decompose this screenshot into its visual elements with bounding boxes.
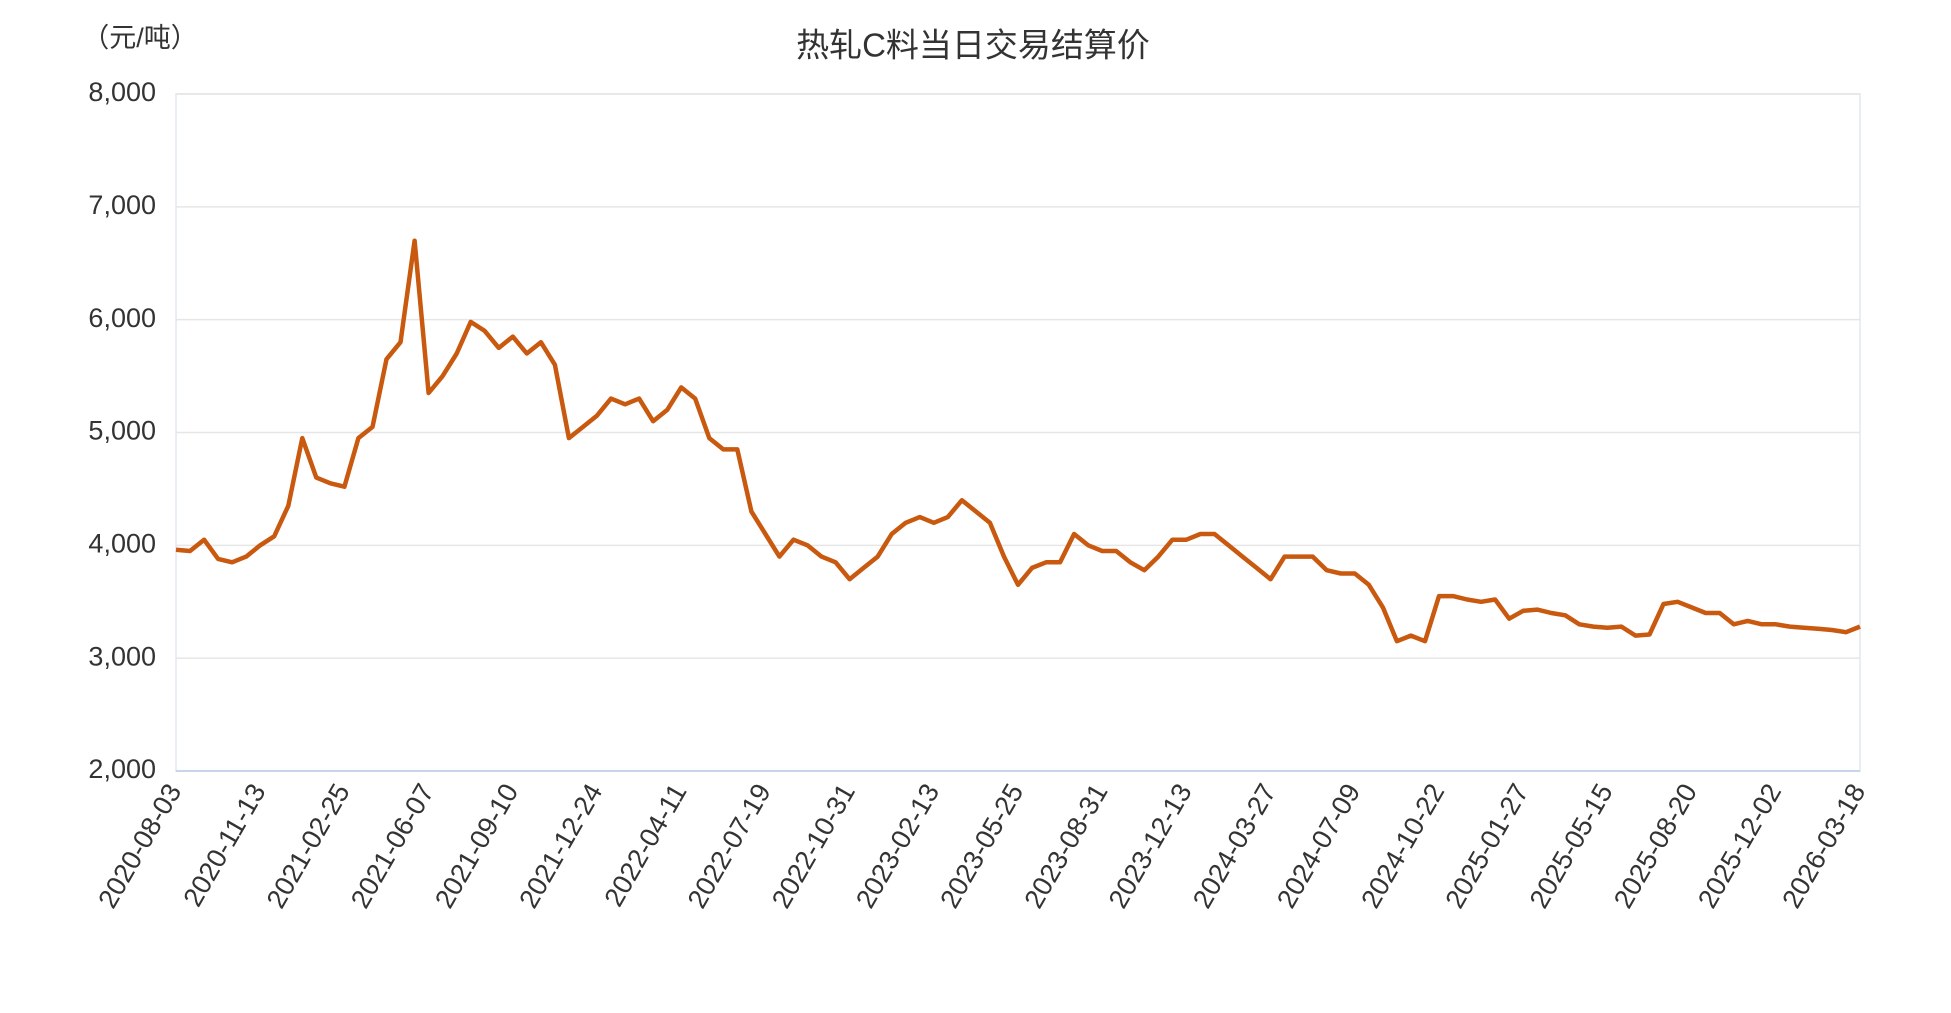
x-tick-label: 2023-02-13 xyxy=(850,779,945,914)
y-tick-label: 3,000 xyxy=(88,641,156,671)
y-tick-label: 5,000 xyxy=(88,416,156,446)
x-tick-label: 2025-01-27 xyxy=(1440,779,1535,914)
y-tick-label: 6,000 xyxy=(88,303,156,333)
x-tick-label: 2025-08-20 xyxy=(1608,779,1703,914)
x-tick-label: 2026-03-18 xyxy=(1776,779,1871,914)
x-tick-label: 2024-07-09 xyxy=(1271,779,1366,914)
x-tick-label: 2024-10-22 xyxy=(1355,779,1450,914)
x-tick-label: 2025-05-15 xyxy=(1524,779,1619,914)
y-axis-label: （元/吨） xyxy=(82,23,198,53)
price-line xyxy=(175,238,1861,644)
x-tick-label: 2021-12-24 xyxy=(513,779,608,914)
x-tick-label: 2022-10-31 xyxy=(766,779,861,914)
x-tick-label: 2023-08-31 xyxy=(1019,779,1114,914)
x-tick-label: 2023-05-25 xyxy=(934,779,1029,914)
y-tick-label: 4,000 xyxy=(88,528,156,558)
x-tick-label: 2023-12-13 xyxy=(1103,779,1198,914)
x-tick-label: 2025-12-02 xyxy=(1692,779,1787,914)
x-tick-label: 2024-03-27 xyxy=(1187,779,1282,914)
x-tick-label: 2020-11-13 xyxy=(178,779,272,912)
x-tick-label: 2022-04-11 xyxy=(599,779,693,912)
x-tick-label: 2021-02-25 xyxy=(261,779,356,914)
x-tick-label: 2022-07-19 xyxy=(682,779,777,914)
x-tick-label: 2021-06-07 xyxy=(345,779,440,914)
y-tick-label: 2,000 xyxy=(88,754,156,784)
chart-title: 热轧C料当日交易结算价 xyxy=(796,27,1150,64)
x-tick-label: 2020-08-03 xyxy=(92,779,187,914)
y-tick-label: 7,000 xyxy=(88,190,156,220)
y-tick-label: 8,000 xyxy=(88,77,156,107)
x-tick-label: 2021-09-10 xyxy=(429,779,524,914)
